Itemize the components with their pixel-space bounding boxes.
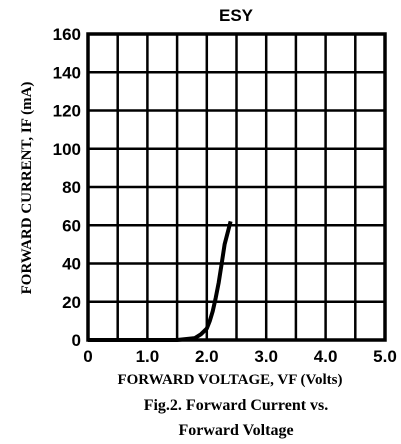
x-tick-label: 4.0	[314, 347, 338, 366]
x-tick-label: 2.0	[195, 347, 219, 366]
y-tick-label: 120	[53, 102, 81, 121]
plot-frame	[86, 32, 387, 342]
y-axis-label: FORWARD CURRENT, IF (mA)	[19, 82, 35, 295]
y-tick-label: 60	[62, 216, 81, 235]
y-tick-label: 40	[62, 255, 81, 274]
x-tick-label: 5.0	[373, 347, 397, 366]
y-tick-labels: 0 20 40 60 80 100 120 140 160	[53, 25, 81, 350]
figure-caption-line2: Forward Voltage	[178, 422, 293, 439]
y-tick-label: 0	[72, 331, 81, 350]
x-tick-labels: 0 1.0 2.0 3.0 4.0 5.0	[83, 347, 397, 366]
x-tick-label: 0	[83, 347, 92, 366]
figure-caption-line1: Fig.2. Forward Current vs.	[144, 397, 329, 414]
y-tick-label: 100	[53, 140, 81, 159]
x-tick-label: 3.0	[254, 347, 278, 366]
y-tick-label: 80	[62, 178, 81, 197]
series-line	[88, 220, 233, 342]
chart-grid	[88, 34, 385, 340]
chart-title: ESY	[219, 6, 254, 25]
x-axis-label: FORWARD VOLTAGE, VF (Volts)	[117, 372, 342, 388]
x-tick-label: 1.0	[136, 347, 160, 366]
y-tick-label: 140	[53, 63, 81, 82]
y-tick-label: 160	[53, 25, 81, 44]
y-tick-label: 20	[62, 293, 81, 312]
